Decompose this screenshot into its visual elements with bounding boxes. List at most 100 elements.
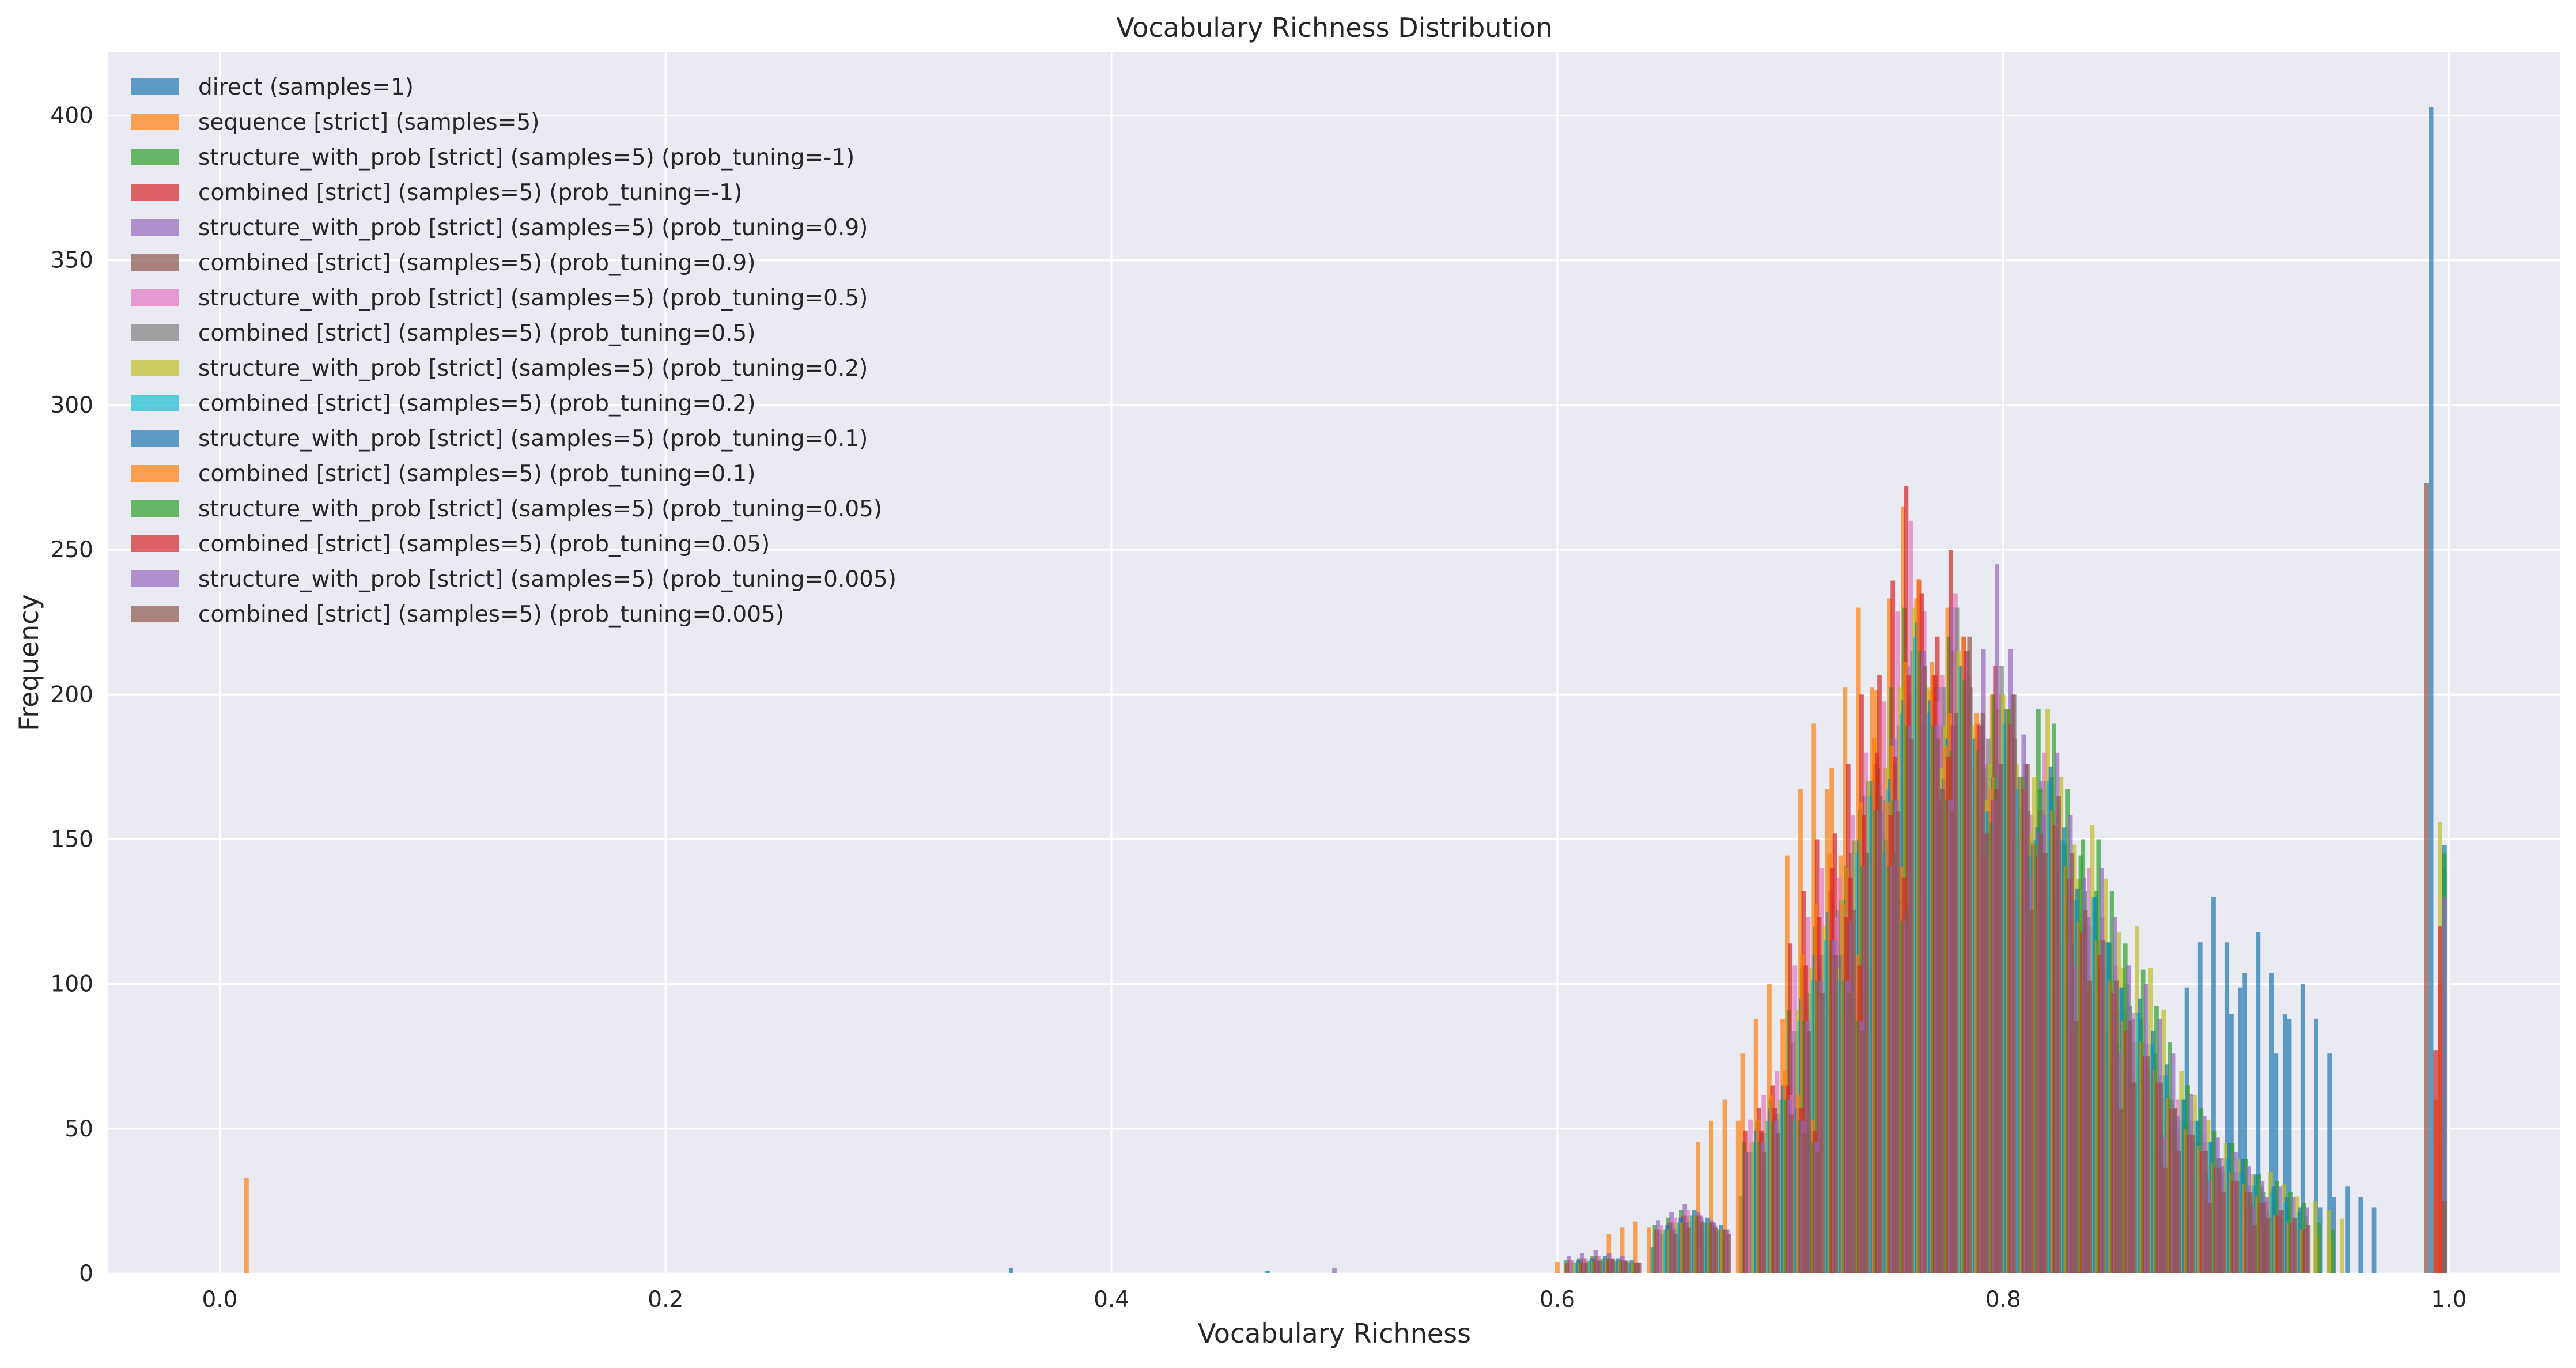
histogram-bar bbox=[1673, 1234, 1678, 1273]
x-tick-label: 0.6 bbox=[1539, 1287, 1575, 1313]
histogram-bar bbox=[2159, 1082, 2163, 1273]
histogram-bar bbox=[2238, 987, 2243, 1273]
legend-swatch bbox=[131, 535, 179, 552]
histogram-bar bbox=[1265, 1270, 1270, 1273]
histogram-bar bbox=[1967, 636, 1972, 1273]
legend-entry: structure_with_prob [strict] (samples=5)… bbox=[198, 426, 868, 452]
histogram-bar bbox=[2234, 1181, 2240, 1273]
histogram-bar bbox=[2256, 932, 2261, 1273]
x-axis-label: Vocabulary Richness bbox=[1198, 1318, 1471, 1349]
legend-swatch bbox=[131, 289, 179, 306]
y-tick-label: 250 bbox=[51, 537, 93, 563]
histogram-bar bbox=[2438, 926, 2442, 1273]
legend-swatch bbox=[131, 360, 179, 376]
histogram-bar bbox=[1637, 1262, 1642, 1273]
histogram-bar bbox=[1936, 738, 1941, 1273]
legend-swatch bbox=[131, 149, 179, 165]
legend-swatch bbox=[131, 570, 179, 587]
legend-swatch bbox=[131, 324, 179, 341]
legend-entry: structure_with_prob [strict] (samples=5)… bbox=[198, 356, 868, 381]
x-tick-label: 1.0 bbox=[2431, 1287, 2467, 1313]
histogram-bar bbox=[2339, 1218, 2344, 1273]
histogram-bar bbox=[1647, 1227, 1651, 1273]
histogram-bar bbox=[2424, 483, 2429, 1274]
histogram-bar bbox=[1860, 1031, 1865, 1273]
legend-swatch bbox=[131, 465, 179, 482]
histogram-bar bbox=[1802, 1133, 1807, 1273]
histogram-bar bbox=[2269, 973, 2274, 1273]
histogram-bar bbox=[2225, 942, 2230, 1273]
legend-entry: sequence [strict] (samples=5) bbox=[198, 109, 539, 135]
histogram-bar bbox=[1775, 1133, 1780, 1273]
legend-entry: structure_with_prob [strict] (samples=5)… bbox=[198, 566, 897, 592]
legend-entry: structure_with_prob [strict] (samples=5)… bbox=[198, 496, 882, 522]
histogram-bar bbox=[2442, 1201, 2447, 1273]
histogram-bar bbox=[1555, 1261, 1560, 1273]
histogram-bar bbox=[2242, 973, 2248, 1273]
histogram-bar bbox=[1806, 1031, 1811, 1273]
histogram-bar bbox=[2114, 980, 2119, 1273]
histogram-bar bbox=[2314, 1018, 2318, 1273]
histogram-bar bbox=[1954, 713, 1958, 1273]
histogram-bar bbox=[1980, 713, 1985, 1273]
histogram-bar bbox=[2313, 1201, 2318, 1273]
legend-swatch bbox=[131, 500, 179, 517]
histogram-bar bbox=[1709, 1120, 1714, 1273]
histogram-bar bbox=[1815, 1152, 1821, 1273]
y-tick-label: 100 bbox=[51, 972, 93, 997]
y-tick-label: 400 bbox=[51, 103, 93, 129]
legend-swatch bbox=[131, 184, 179, 201]
histogram-bar bbox=[2252, 1225, 2257, 1273]
legend: direct (samples=1) sequence [strict] (sam… bbox=[131, 74, 897, 628]
histogram-bar bbox=[2145, 1056, 2150, 1273]
histogram-bar bbox=[2327, 1053, 2332, 1273]
histogram-bar bbox=[1949, 811, 1954, 1273]
histogram-bar bbox=[1985, 833, 1990, 1273]
histogram-bar bbox=[1597, 1260, 1602, 1273]
histogram-bar bbox=[1909, 738, 1914, 1273]
histogram-bar bbox=[2429, 107, 2434, 1274]
histogram-bar bbox=[1847, 993, 1852, 1273]
histogram-bar bbox=[1633, 1221, 1638, 1273]
histogram-bar bbox=[2119, 1108, 2124, 1273]
legend-swatch bbox=[131, 254, 179, 271]
histogram-bar bbox=[2326, 1210, 2331, 1273]
legend-entry: structure_with_prob [strict] (samples=5)… bbox=[198, 145, 854, 171]
histogram-bar bbox=[1864, 853, 1870, 1273]
histogram-bar bbox=[1009, 1267, 1013, 1273]
histogram-bar bbox=[2265, 1217, 2271, 1273]
histogram-bar bbox=[2345, 1186, 2350, 1273]
legend-entry: combined [strict] (samples=5) (prob_tuni… bbox=[198, 531, 770, 557]
histogram-bar bbox=[2287, 1018, 2292, 1273]
axis-ticks: 0.0 0.2 0.4 0.6 0.8 1.0 0 50 100 150 200 250 300 350 4… bbox=[51, 103, 2467, 1313]
legend-entry: combined [strict] (samples=5) (prob_tuni… bbox=[198, 250, 755, 276]
histogram-bar bbox=[1620, 1227, 1625, 1273]
histogram-bar bbox=[1700, 1221, 1704, 1273]
histogram-bar bbox=[2261, 1203, 2266, 1273]
histogram-bar bbox=[2282, 1014, 2287, 1273]
histogram-bar bbox=[2317, 1222, 2322, 1273]
histogram-bar bbox=[2011, 694, 2017, 1273]
y-axis-label: Frequency bbox=[13, 594, 44, 731]
legend-entry: combined [strict] (samples=5) (prob_tuni… bbox=[198, 391, 755, 417]
legend-entry: combined [strict] (samples=5) (prob_tuni… bbox=[198, 180, 742, 206]
x-tick-label: 0.0 bbox=[202, 1287, 237, 1313]
histogram-bar bbox=[2306, 1225, 2311, 1273]
x-tick-label: 0.4 bbox=[1094, 1287, 1129, 1313]
histogram-bar bbox=[1726, 1234, 1731, 1273]
histogram-bar bbox=[1940, 789, 1945, 1273]
legend-swatch bbox=[131, 219, 179, 236]
histogram-bar bbox=[2132, 1082, 2137, 1273]
histogram-bar bbox=[1820, 993, 1825, 1273]
y-tick-label: 300 bbox=[51, 392, 93, 418]
histogram-bar bbox=[1332, 1267, 1337, 1273]
y-tick-label: 0 bbox=[79, 1261, 93, 1287]
histogram-bar bbox=[1686, 1227, 1691, 1273]
y-tick-label: 150 bbox=[51, 826, 93, 852]
histogram-bar bbox=[244, 1178, 249, 1273]
legend-swatch bbox=[131, 78, 179, 95]
histogram-bar bbox=[1905, 910, 1909, 1273]
histogram-bar bbox=[1762, 1152, 1767, 1273]
histogram-bar bbox=[2074, 1020, 2079, 1273]
histogram-bar bbox=[1896, 811, 1901, 1273]
